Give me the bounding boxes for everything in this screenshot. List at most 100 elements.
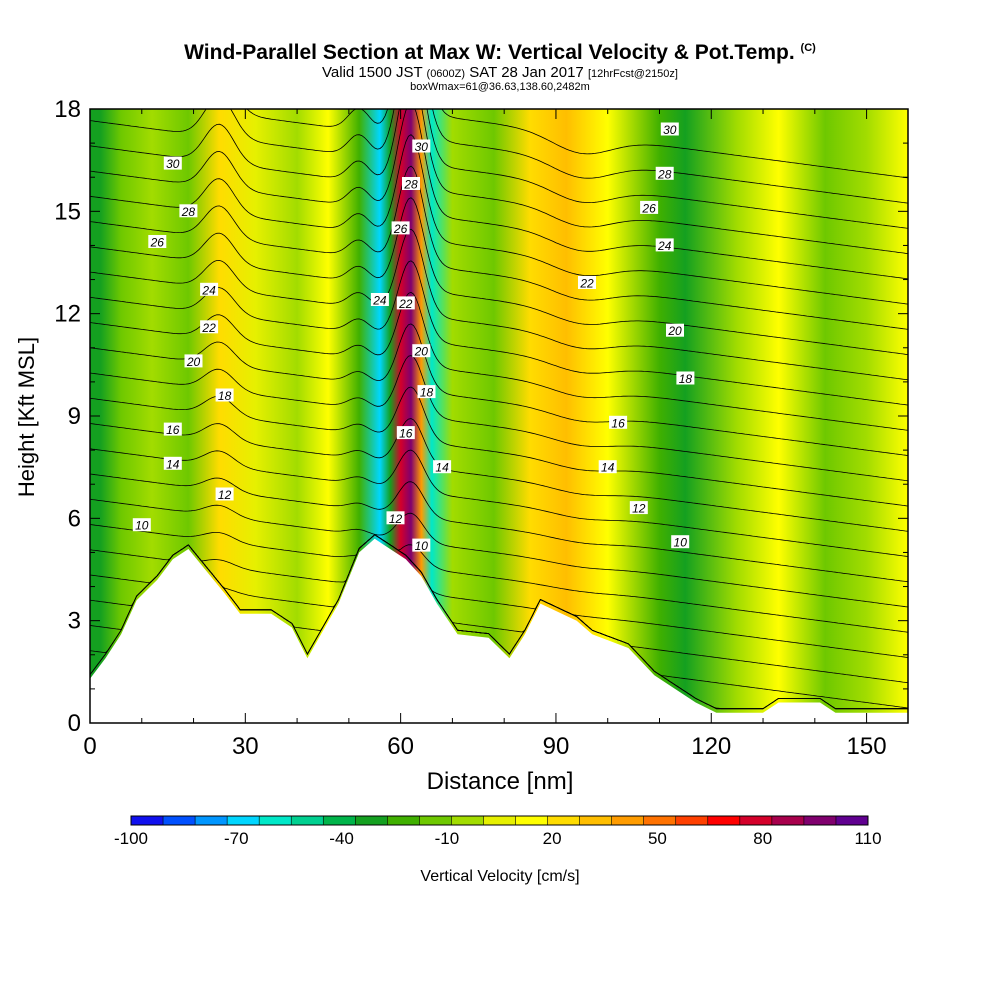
x-tick-label: 60 [387, 733, 414, 760]
colorbar-title: Vertical Velocity [cm/s] [420, 868, 579, 885]
contour-label-bg [640, 200, 659, 214]
contour-label-bg [163, 156, 182, 170]
colorbar-swatch [707, 816, 741, 825]
colorbar-tick-label: 50 [648, 829, 667, 848]
y-axis-label: Height [Kft MSL] [14, 337, 39, 497]
contour-label: 28 [402, 177, 420, 192]
contour-label: 20 [412, 344, 431, 359]
colorbar-swatch [451, 816, 484, 825]
colorbar-swatch [291, 816, 324, 825]
contour-label-text: 14 [601, 461, 615, 475]
title-block: Wind-Parallel Section at Max W: Vertical… [0, 36, 1000, 93]
x-tick-label: 120 [691, 733, 731, 760]
contour-label: 26 [391, 221, 410, 236]
colorbar-swatch [643, 816, 677, 825]
contour-label-text: 16 [166, 423, 180, 437]
copyright-mark: (C) [800, 42, 816, 54]
theta-contour-line [90, 109, 908, 280]
contour-label: 22 [396, 296, 415, 311]
contour-label-text: 24 [372, 294, 387, 308]
colorbar-tick-label: -40 [329, 829, 354, 848]
colorbar-swatch [579, 816, 612, 825]
contour-label-text: 20 [414, 345, 429, 359]
x-tick-label: 150 [847, 733, 887, 760]
theta-contour-line [90, 534, 908, 658]
colorbar-tick-label: 80 [753, 829, 772, 848]
contour-label: 20 [666, 323, 684, 338]
colorbar-tick-label: -10 [435, 829, 460, 848]
contour-label-bg [200, 320, 219, 334]
contour-label: 16 [163, 422, 182, 437]
contour-label-text: 28 [657, 167, 672, 181]
contour-label-bg [660, 122, 679, 136]
colorbar-frame [130, 815, 869, 826]
chart-title: Wind-Parallel Section at Max W: Vertical… [184, 41, 816, 64]
y-tick-label: 9 [68, 403, 81, 430]
contour-label: 14 [433, 460, 452, 475]
colorbar-swatch [739, 816, 773, 825]
theta-contour-line [90, 355, 908, 482]
contour-label: 18 [676, 371, 695, 386]
contour-label-text: 24 [201, 283, 216, 297]
contour-label-text: 20 [667, 324, 682, 338]
contour-label-text: 18 [218, 389, 232, 403]
contour-label: 16 [396, 426, 415, 441]
x-axis-label: Distance [nm] [427, 768, 574, 795]
contour-label: 26 [640, 200, 659, 215]
colorbar-swatch [803, 816, 837, 825]
contour-label: 14 [598, 460, 617, 475]
theta-contour-line [90, 165, 908, 330]
contour-label-text: 10 [135, 519, 149, 533]
contour-label: 24 [655, 238, 674, 253]
contour-label: 30 [163, 156, 182, 171]
terrain-mask [90, 538, 908, 723]
colorbar-swatch [611, 816, 644, 825]
contour-label-text: 20 [186, 355, 201, 369]
theta-contour-line [90, 534, 908, 684]
contour-label: 16 [609, 415, 628, 430]
colorbar-swatch [227, 816, 260, 825]
contour-label-text: 30 [415, 140, 429, 154]
contour-label-bg [184, 354, 203, 368]
colorbar-swatch [195, 816, 228, 825]
plot-area [90, 109, 908, 723]
contour-label-text: 18 [679, 372, 693, 386]
contour-label: 28 [655, 166, 674, 181]
colorbar-swatch [355, 816, 388, 825]
contour-label-text: 26 [641, 201, 656, 215]
chart-box-info: boxWmax=61@36.63,138.60,2482m [410, 81, 590, 93]
contour-label-bg [671, 535, 690, 549]
contour-label-bg [215, 388, 234, 402]
theta-contour-line [90, 109, 908, 254]
contour-label-bg [412, 344, 431, 358]
contour-label-text: 26 [150, 236, 165, 250]
contour-label-text: 10 [415, 539, 429, 553]
contour-label-bg [370, 293, 389, 306]
contour-label-bg [132, 518, 151, 532]
contour-label-bg [391, 221, 410, 235]
x-tick-label: 30 [232, 733, 259, 760]
contour-label-text: 24 [657, 239, 672, 253]
contour-label-bg [417, 385, 436, 399]
colorbar-tick-label: 20 [543, 829, 562, 848]
contour-label-bg [609, 415, 628, 429]
colorbar-swatch [515, 816, 548, 825]
colorbar-tick-label: -100 [114, 829, 148, 848]
contour-labels: 10 12 14 16 18 20 22 24 26 28 30 30 28 26 24 22 20 18 16 14… [132, 122, 695, 553]
contour-label: 24 [370, 293, 389, 308]
contour-label: 14 [163, 456, 182, 471]
contour-label-bg [396, 426, 415, 440]
contour-label: 22 [200, 320, 219, 335]
theta-contour-line [90, 534, 908, 709]
theta-contour-line [90, 228, 908, 381]
contour-label-text: 18 [420, 386, 434, 400]
contour-label: 30 [660, 122, 679, 137]
y-tick-label: 3 [68, 608, 81, 635]
contour-label-text: 28 [403, 178, 418, 192]
contour-label-bg [655, 166, 674, 180]
contour-label: 24 [200, 282, 219, 297]
contour-label-bg [629, 501, 648, 515]
x-axis: 0 30 60 90 120 150 [83, 109, 887, 760]
colorbar-swatch [387, 816, 420, 825]
